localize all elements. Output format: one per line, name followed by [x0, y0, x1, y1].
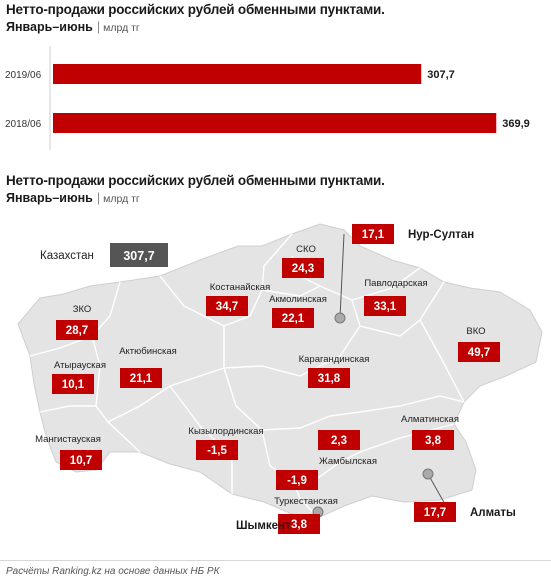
region-value-box — [56, 320, 98, 340]
bar-chart-period: Январь–июнь — [6, 20, 93, 34]
region-name: Акмолинская — [269, 294, 327, 305]
city-value: 17,1 — [362, 229, 385, 241]
map-subtitle: Январь–июнь | млрд тг — [6, 191, 140, 205]
region-value: 34,7 — [216, 301, 238, 313]
region-value-box — [458, 342, 500, 362]
city-value: 3,8 — [291, 519, 308, 531]
region-value: 21,1 — [130, 373, 153, 385]
region-name: Павлодарская — [364, 278, 427, 289]
region-value: 3,8 — [425, 435, 442, 447]
region-value: 24,3 — [292, 263, 314, 275]
bar-value-label: 307,7 — [427, 69, 455, 81]
city-marker — [334, 312, 346, 324]
region-value-box — [276, 470, 318, 490]
region-value-box — [364, 296, 406, 316]
footer-divider — [0, 560, 551, 561]
city-name: Шымкент — [236, 520, 291, 532]
region-value-box — [120, 368, 162, 388]
region-value: 31,8 — [318, 373, 341, 385]
region-name: Актюбинская — [119, 346, 177, 357]
region-value-box — [272, 308, 314, 328]
region-value: 10,7 — [70, 455, 92, 467]
bar-chart-unit: млрд тг — [103, 22, 140, 34]
region-value-box — [412, 430, 454, 450]
total-value-box — [110, 243, 168, 267]
region-value-box — [282, 258, 324, 278]
source-note: Расчёты Ranking.kz на основе данных НБ Р… — [6, 566, 220, 577]
region-name: Костанайская — [210, 282, 270, 293]
region-name: Карагандинская — [299, 354, 370, 365]
city-marker — [422, 468, 434, 480]
region-value: 10,1 — [62, 379, 85, 391]
region-value-box — [318, 430, 360, 450]
region-name: Атырауская — [54, 360, 106, 371]
region-value-box — [52, 374, 94, 394]
city-value-box — [414, 502, 456, 522]
region-name: Жамбылская — [319, 456, 377, 467]
bar — [53, 64, 422, 84]
region-name: ЗКО — [73, 304, 92, 315]
bar — [53, 113, 497, 133]
region-value: 22,1 — [282, 313, 305, 325]
city-value-box — [352, 224, 394, 244]
region-value: 33,1 — [374, 301, 397, 313]
bar-chart-subtitle: Январь–июнь | млрд тг — [6, 20, 140, 34]
bar-chart-title: Нетто-продажи российских рублей обменным… — [6, 2, 385, 17]
map-title: Нетто-продажи российских рублей обменным… — [6, 173, 385, 188]
regional-map: Казахстан 307,7 СКО 24,3 Костанайская 34,7 Акм… — [17, 223, 543, 534]
city-name: Алматы — [470, 507, 516, 519]
city-value: 17,7 — [424, 507, 446, 519]
region-value-box — [196, 440, 238, 460]
region-value-box — [206, 296, 248, 316]
region-name: Туркестанская — [274, 496, 338, 507]
region-value-box — [308, 368, 350, 388]
map-unit: млрд тг — [103, 193, 140, 205]
region-value: -1,5 — [207, 445, 227, 457]
region-value: 28,7 — [66, 325, 88, 337]
region-name: ВКО — [466, 326, 485, 337]
city-name: Нур-Султан — [408, 229, 474, 241]
callout-line — [427, 473, 447, 507]
bar-chart: 2019/06 307,7 2018/06 369,9 — [5, 46, 530, 150]
callout-line — [339, 233, 345, 319]
city-value-box — [278, 514, 320, 534]
total-value: 307,7 — [123, 249, 154, 263]
region-name: Алматинская — [401, 414, 459, 425]
region-name: Кызылординская — [188, 426, 263, 437]
region-name: СКО — [296, 244, 316, 255]
region-value: 49,7 — [468, 347, 490, 359]
bar-category-label: 2019/06 — [5, 70, 42, 81]
bar-value-label: 369,9 — [502, 118, 530, 130]
total-label: Казахстан — [40, 250, 94, 262]
map-period: Январь–июнь — [6, 191, 93, 205]
bar-category-label: 2018/06 — [5, 119, 42, 130]
region-value: 2,3 — [331, 435, 347, 447]
region-value: -1,9 — [287, 475, 307, 487]
region-borders — [29, 233, 465, 519]
region-value-box — [60, 450, 102, 470]
region-name: Мангистауская — [35, 434, 101, 445]
